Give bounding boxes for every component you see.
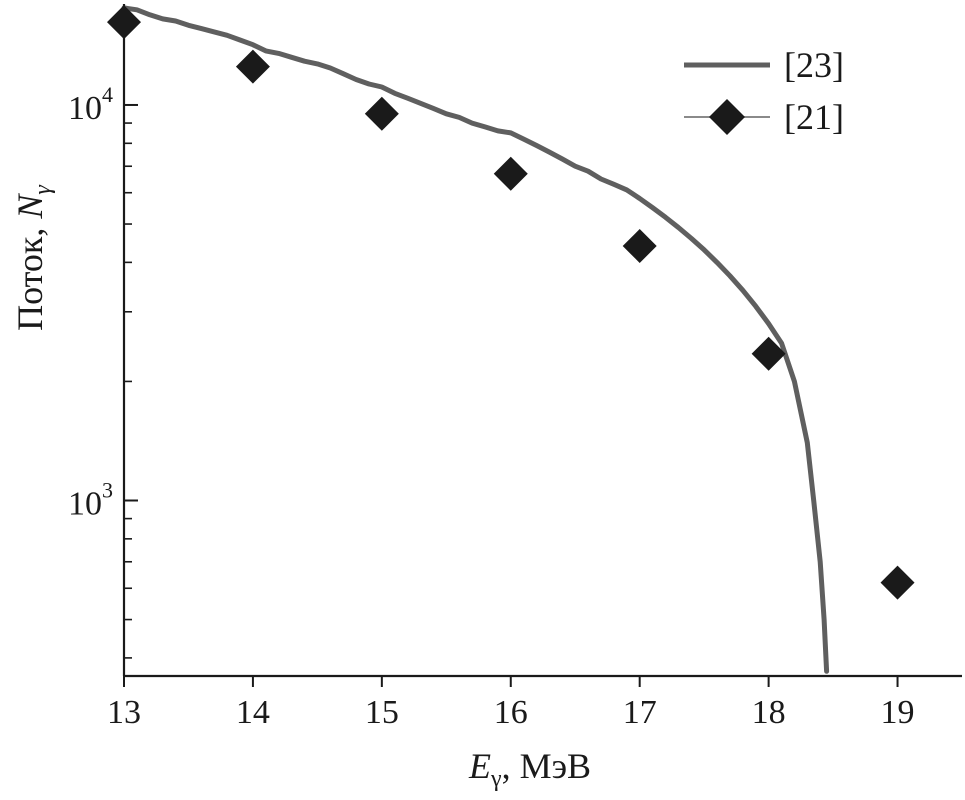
x-tick-label: 16 (494, 694, 528, 731)
x-axis-label-unit: , МэВ (502, 746, 591, 786)
x-tick-label: 19 (881, 694, 915, 731)
plot-area (107, 5, 915, 674)
x-tick-label: 13 (107, 694, 141, 731)
x-axis-label-subscript: γ (490, 766, 502, 792)
y-tick-label: 104 (68, 82, 113, 127)
data-point-diamond (751, 336, 786, 371)
x-axis-label: Eγ, МэВ (468, 746, 591, 792)
y-axis-label: Поток, Nγ (10, 185, 56, 331)
series-line-0 (121, 5, 830, 674)
legend: [23] [21] (684, 45, 844, 137)
legend-entry-line: [23] (684, 45, 844, 85)
x-tick-label: 17 (623, 694, 657, 731)
y-axis-label-symbol: N (10, 193, 50, 220)
data-point-diamond (622, 228, 657, 263)
data-point-diamond (235, 49, 270, 84)
y-axis-label-main: Поток, (10, 219, 50, 331)
legend-swatch-diamond (709, 99, 745, 135)
legend-entry-markers: [21] (684, 97, 844, 137)
x-axis-label-main: E (468, 746, 491, 786)
axes (122, 4, 962, 678)
x-tick-label: 18 (752, 694, 786, 731)
y-tick-label: 103 (68, 478, 113, 523)
legend-label-line: [23] (784, 45, 844, 85)
x-ticks: 13 14 15 16 17 18 19 (107, 676, 915, 731)
x-tick-label: 15 (365, 694, 399, 731)
data-point-diamond (880, 565, 915, 600)
data-point-diamond (493, 156, 528, 191)
legend-label-markers: [21] (784, 97, 844, 137)
data-point-diamond (364, 96, 399, 131)
x-tick-label: 14 (236, 694, 270, 731)
y-ticks: 103 104 (68, 82, 138, 659)
y-axis-label-subscript: γ (30, 185, 56, 195)
